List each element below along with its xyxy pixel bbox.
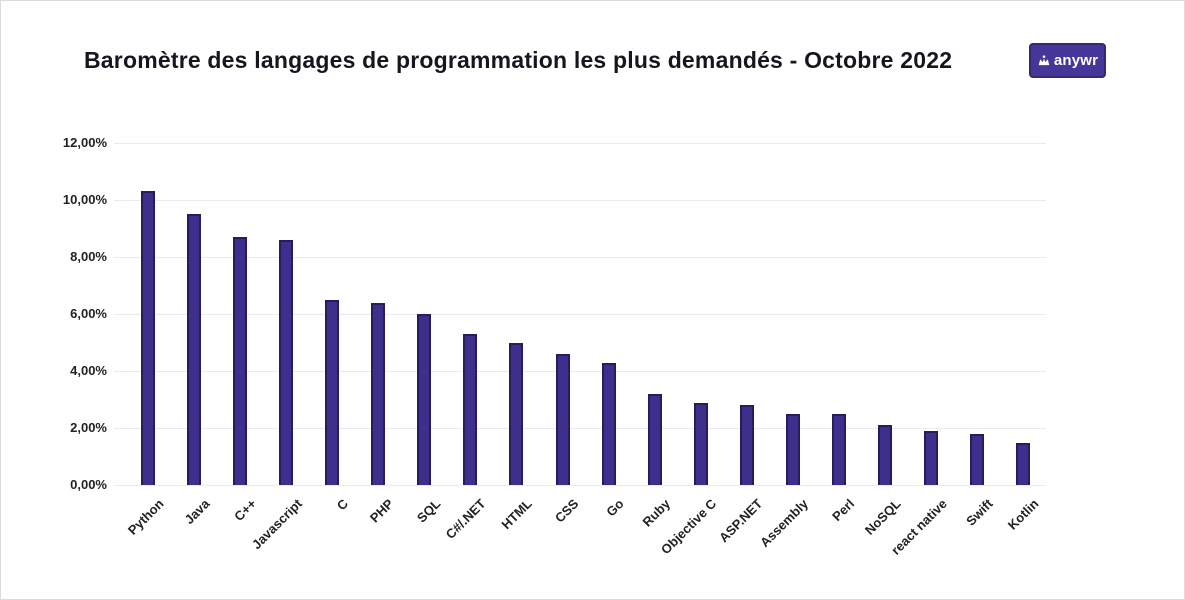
chart-title: Baromètre des langages de programmation … (84, 47, 953, 73)
gridline (114, 256, 1046, 258)
bar-nosql (877, 425, 892, 486)
bar-c (325, 299, 340, 486)
y-axis-tick-label: 6,00% (70, 306, 107, 321)
bar-java (187, 214, 202, 486)
bar-html (509, 342, 524, 486)
x-axis-category-label: Swift (962, 496, 996, 529)
bar-python (141, 191, 155, 486)
x-axis-category-label: C#/.NET (443, 496, 489, 543)
anywr-logo: anywr (1029, 43, 1106, 78)
y-axis-tick-label: 10,00% (62, 191, 107, 207)
bar-perl (831, 413, 846, 486)
x-axis-category-label: HTML (498, 496, 536, 533)
bar-objective-c (693, 402, 708, 486)
gridline (114, 199, 1046, 201)
x-axis-category-label: Ruby (639, 496, 674, 530)
x-axis-category-label: Perl (829, 496, 858, 525)
x-axis-category-label: SQL (413, 496, 443, 526)
y-axis-tick-label: 0,00% (70, 477, 107, 493)
bar-asp-net (739, 405, 754, 486)
anywr-logo-text: anywr (1053, 52, 1099, 69)
bar-sql (417, 314, 432, 486)
y-axis-tick-label: 12,00% (62, 134, 107, 150)
gridline (114, 314, 1046, 315)
x-axis-category-label: PHP (367, 496, 397, 526)
bar-c- (233, 236, 248, 486)
bar-php (371, 302, 386, 486)
bar-assembly (785, 413, 800, 486)
y-axis-tick-label: 8,00% (70, 248, 107, 264)
bar-go (601, 362, 616, 486)
x-axis-category-label: Java (181, 496, 213, 528)
x-axis-category-label: C (333, 496, 351, 514)
bar-css (555, 354, 570, 486)
gridline (114, 371, 1046, 373)
gridline (114, 142, 1046, 144)
x-axis-category-label: Kotlin (1004, 496, 1042, 533)
x-axis-category-label: Go (603, 496, 628, 520)
bar-react-native (923, 431, 938, 486)
x-axis-category-label: CSS (551, 496, 582, 526)
x-axis-category-label: C++ (230, 496, 259, 525)
x-axis-category-label: Assembly (757, 496, 812, 551)
x-axis-category-label: NoSQL (861, 496, 904, 539)
y-axis-tick-label: 4,00% (70, 363, 107, 379)
x-axis-category-label: Python (124, 496, 167, 539)
gridline (114, 485, 1046, 487)
y-axis-tick-label: 2,00% (70, 420, 107, 436)
bar-kotlin (1015, 442, 1030, 486)
bar-javascript (279, 239, 294, 486)
bar-ruby (647, 393, 662, 486)
bar-c-net (463, 334, 478, 486)
anywr-crown-icon (1037, 54, 1051, 68)
bar-swift (969, 433, 984, 486)
gridline (114, 428, 1046, 430)
